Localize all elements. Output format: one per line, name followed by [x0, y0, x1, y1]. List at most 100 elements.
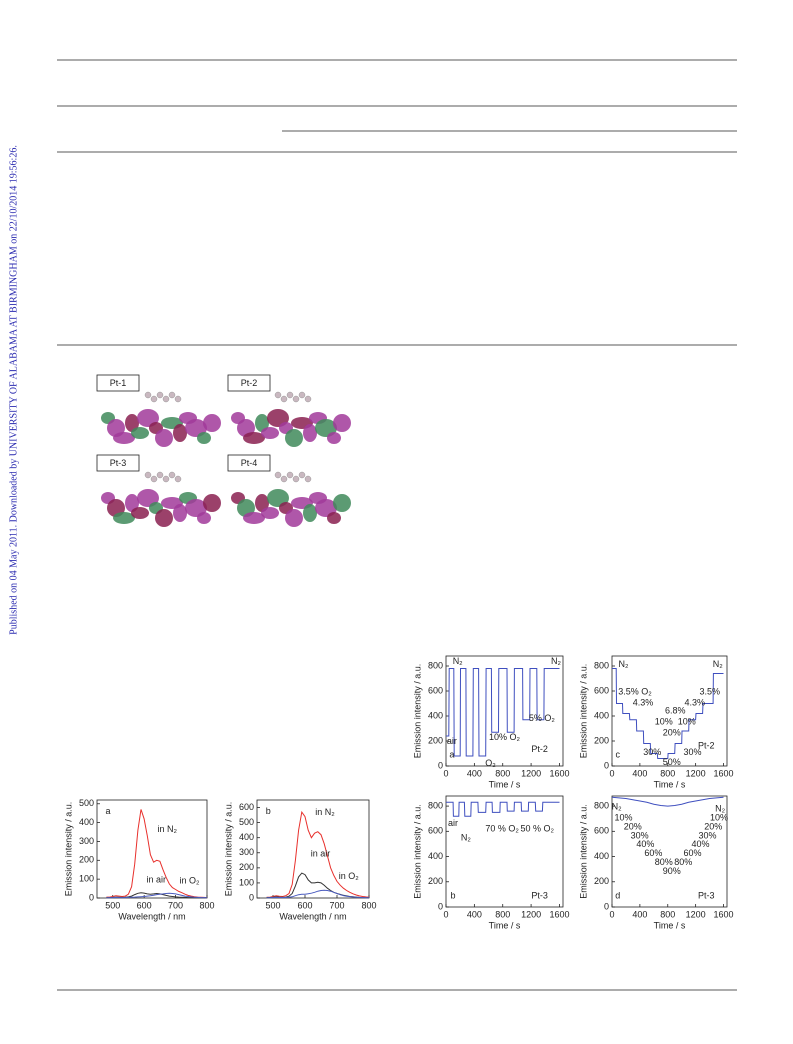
x-tick-label: 400: [632, 768, 647, 778]
x-tick-label: 1600: [713, 909, 733, 919]
orbital-lobe: [155, 429, 173, 447]
annotation: 50 % O₂: [521, 824, 555, 834]
y-tick-label: 600: [239, 802, 254, 812]
annotation: 60%: [683, 848, 701, 858]
y-tick-label: 300: [79, 836, 94, 846]
orbital-lobe: [303, 424, 317, 442]
series-line: [266, 810, 370, 898]
orbital-lobe: [243, 432, 265, 444]
annotation: 4.3%: [633, 698, 654, 708]
x-axis-title: Time / s: [654, 779, 686, 789]
x-axis-title: Wavelength / nm: [118, 911, 185, 921]
label-box: [96, 374, 140, 392]
atom: [304, 475, 312, 483]
y-tick-label: 800: [428, 660, 443, 670]
plot-frame: [256, 799, 370, 899]
watermark: Published on 04 May 2011. Downloaded by …: [8, 145, 19, 635]
annotation: 60%: [644, 848, 662, 858]
chart: 0 100 200 300 400 500 600 500 600 700 800 Wavelengt…: [223, 799, 377, 921]
annotation: 10% O₂: [489, 732, 521, 742]
x-tick-label: 800: [495, 768, 510, 778]
y-tick-label: 0: [604, 760, 609, 770]
atom: [298, 391, 306, 399]
orbital-lobe: [173, 424, 187, 442]
atom: [304, 395, 312, 403]
y-tick-label: 200: [79, 855, 94, 865]
orbital-lobe: [155, 509, 173, 527]
x-tick-label: 700: [329, 900, 344, 910]
y-axis-title: Emission intensity / a.u.: [223, 802, 233, 897]
orbital-lobe: [125, 494, 139, 512]
atom: [286, 391, 294, 399]
x-tick-label: 700: [168, 900, 183, 910]
orbital-figure: Pt-1 Pt-2 Pt-3 Pt-4: [96, 374, 351, 527]
chart: 0 200 400 600 800 0 400 800 1200 1600 Time / s Emis…: [412, 795, 569, 930]
x-tick-label: 0: [609, 909, 614, 919]
atom: [174, 395, 182, 403]
series-line: [446, 668, 560, 757]
atom: [280, 475, 288, 483]
series-label: in O₂: [180, 876, 201, 886]
atom: [168, 391, 176, 399]
plot-frame: [611, 655, 728, 767]
x-tick-label: 600: [137, 900, 152, 910]
series-line: [266, 889, 369, 899]
y-tick-label: 0: [604, 901, 609, 911]
annotation: 30%: [683, 747, 701, 757]
annotation: N₂: [619, 659, 629, 669]
annotation: N₂: [612, 801, 622, 811]
y-tick-label: 800: [594, 660, 609, 670]
x-tick-label: 800: [660, 768, 675, 778]
annotation: O₂: [485, 758, 496, 768]
chart: 0 200 400 600 800 0 400 800 1200 1600 Time / s Emis…: [578, 795, 734, 930]
y-tick-label: 800: [428, 800, 443, 810]
atom: [174, 475, 182, 483]
label-box: [227, 374, 271, 392]
annotation: a: [105, 806, 110, 816]
orbital-lobe: [327, 512, 341, 524]
annotation: 80%: [655, 857, 673, 867]
annotation: d: [615, 890, 620, 900]
annotation: N₂: [453, 656, 463, 666]
x-tick-label: 0: [443, 768, 448, 778]
y-tick-label: 0: [438, 760, 443, 770]
annotation: Pt-2: [698, 741, 715, 751]
y-axis-title: Emission intensity / a.u.: [63, 802, 73, 897]
atom: [162, 475, 170, 483]
orbital-lobe: [203, 414, 221, 432]
annotation: 10%: [678, 716, 696, 726]
y-axis-title: Emission intensity / a.u.: [412, 804, 422, 899]
y-tick-label: 200: [428, 876, 443, 886]
atom: [286, 471, 294, 479]
chart: 0 200 400 600 800 0 400 800 1200 1600 Time / s Emis…: [578, 655, 734, 789]
annotation: 20%: [704, 821, 722, 831]
y-tick-label: 200: [428, 735, 443, 745]
orbital-lobe: [333, 414, 351, 432]
annotation: 20%: [663, 727, 681, 737]
orbital-lobe: [203, 494, 221, 512]
annotation: c: [616, 749, 621, 759]
annotation: b: [451, 890, 456, 900]
y-tick-label: 400: [594, 710, 609, 720]
orbital-lobe: [131, 427, 149, 439]
orbital-lobe: [333, 494, 351, 512]
orbital-label: Pt-2: [241, 378, 258, 388]
x-tick-label: 0: [609, 768, 614, 778]
x-tick-label: 600: [297, 900, 312, 910]
series-line: [446, 801, 560, 817]
x-tick-label: 800: [495, 909, 510, 919]
annotation: Pt-3: [698, 890, 715, 900]
x-axis-title: Time / s: [489, 779, 521, 789]
y-tick-label: 500: [79, 798, 94, 808]
y-axis-title: Emission intensity / a.u.: [578, 804, 588, 899]
x-tick-label: 500: [265, 900, 280, 910]
y-tick-label: 200: [594, 735, 609, 745]
orbital-lobe: [327, 432, 341, 444]
atom: [156, 391, 164, 399]
orbital-lobe: [303, 504, 317, 522]
x-tick-label: 400: [467, 768, 482, 778]
y-tick-label: 800: [594, 800, 609, 810]
atom: [162, 395, 170, 403]
series-label: in air: [147, 875, 167, 885]
